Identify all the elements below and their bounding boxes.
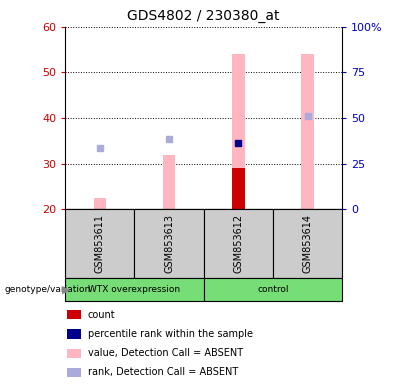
Bar [232, 168, 244, 209]
Bar [67, 368, 81, 377]
Bar [302, 54, 314, 209]
Bar [67, 329, 81, 339]
Bar [94, 198, 106, 209]
Text: count: count [88, 310, 116, 320]
Title: GDS4802 / 230380_at: GDS4802 / 230380_at [127, 9, 280, 23]
Text: rank, Detection Call = ABSENT: rank, Detection Call = ABSENT [88, 367, 238, 377]
Text: GSM853612: GSM853612 [234, 214, 243, 273]
Bar [204, 209, 273, 278]
Bar [204, 278, 342, 301]
Text: genotype/variation: genotype/variation [4, 285, 90, 295]
Bar [134, 209, 204, 278]
Bar [65, 209, 134, 278]
Text: value, Detection Call = ABSENT: value, Detection Call = ABSENT [88, 348, 243, 358]
Bar [65, 278, 204, 301]
Text: ▶: ▶ [62, 285, 71, 295]
Bar [163, 155, 175, 209]
Bar [232, 54, 244, 209]
Text: GSM853614: GSM853614 [303, 214, 312, 273]
Text: GSM853611: GSM853611 [95, 214, 105, 273]
Text: GSM853613: GSM853613 [164, 214, 174, 273]
Bar [67, 349, 81, 358]
Text: control: control [257, 285, 289, 295]
Bar [67, 310, 81, 319]
Text: WTX overexpression: WTX overexpression [88, 285, 181, 295]
Bar [273, 209, 342, 278]
Text: percentile rank within the sample: percentile rank within the sample [88, 329, 253, 339]
